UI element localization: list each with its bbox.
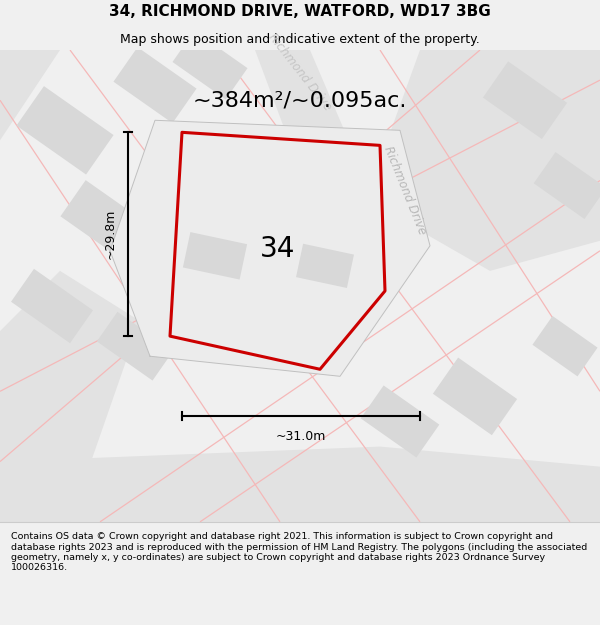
Polygon shape [433,357,517,435]
Polygon shape [0,50,60,141]
Polygon shape [532,316,598,376]
Text: Map shows position and indicative extent of the property.: Map shows position and indicative extent… [120,33,480,46]
Polygon shape [11,269,93,343]
Text: ~31.0m: ~31.0m [276,430,326,443]
Polygon shape [296,244,354,288]
Text: Richmond Drive: Richmond Drive [382,144,428,237]
Text: Richmond Drive: Richmond Drive [266,31,334,113]
Text: Contains OS data © Crown copyright and database right 2021. This information is : Contains OS data © Crown copyright and d… [11,532,587,572]
Polygon shape [172,31,248,99]
Text: 34: 34 [260,235,296,262]
Polygon shape [0,447,600,522]
Polygon shape [0,271,140,522]
Polygon shape [255,50,370,211]
Polygon shape [183,232,247,279]
Polygon shape [380,50,600,271]
Polygon shape [110,120,430,376]
Text: ~384m²/~0.095ac.: ~384m²/~0.095ac. [193,90,407,110]
Text: 34, RICHMOND DRIVE, WATFORD, WD17 3BG: 34, RICHMOND DRIVE, WATFORD, WD17 3BG [109,4,491,19]
Polygon shape [61,180,149,261]
Polygon shape [113,47,197,123]
Polygon shape [16,86,113,174]
Polygon shape [483,61,567,139]
Polygon shape [534,152,600,219]
Polygon shape [361,386,439,458]
Text: ~29.8m: ~29.8m [104,209,116,259]
Polygon shape [97,312,173,381]
